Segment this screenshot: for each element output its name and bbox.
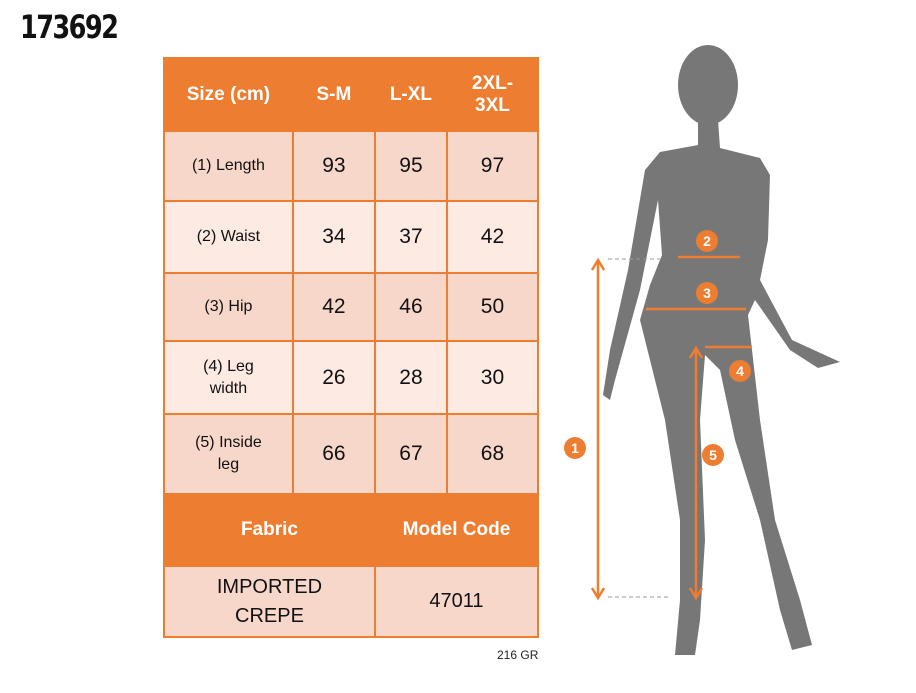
cell: 68 [445, 413, 540, 495]
product-code: 173692 [20, 8, 119, 46]
table-row: (3) Hip 42 46 50 [163, 272, 540, 342]
row-label: (3) Hip [163, 272, 294, 342]
cell: 37 [373, 200, 448, 274]
cell: 46 [373, 272, 448, 342]
cell: 34 [291, 200, 376, 274]
fabric-header: Fabric [163, 493, 376, 567]
table-row: (1) Length 93 95 97 [163, 130, 540, 202]
header-2xl-3xl: 2XL-3XL [445, 57, 540, 132]
size-chart-table: Size (cm) S-M L-XL 2XL-3XL (1) Length 93… [163, 57, 540, 638]
cell: 67 [373, 413, 448, 495]
weight-label: 216 GR [497, 648, 539, 662]
svg-text:2: 2 [703, 233, 711, 249]
table-row: (2) Waist 34 37 42 [163, 200, 540, 274]
arrow-head [688, 587, 704, 601]
table-row: (5) Inside leg 66 67 68 [163, 413, 540, 495]
arrow-head [590, 257, 606, 271]
svg-text:4: 4 [736, 363, 744, 379]
row-label: (5) Inside leg [163, 413, 294, 495]
cell: 28 [373, 340, 448, 415]
cell: 42 [291, 272, 376, 342]
cell: 97 [445, 130, 540, 202]
model-code-value: 47011 [373, 565, 540, 638]
model-code-header: Model Code [373, 493, 540, 567]
row-label: (2) Waist [163, 200, 294, 274]
cell: 26 [291, 340, 376, 415]
cell: 93 [291, 130, 376, 202]
marker-4: 4 [729, 360, 751, 382]
marker-5: 5 [702, 444, 724, 466]
fabric-header-row: Fabric Model Code [163, 493, 540, 567]
fabric-value: IMPORTED CREPE [163, 565, 376, 638]
row-label: (1) Length [163, 130, 294, 202]
svg-text:3: 3 [703, 285, 711, 301]
svg-text:5: 5 [709, 447, 717, 463]
fabric-row: IMPORTED CREPE 47011 [163, 565, 540, 638]
table-row: (4) Leg width 26 28 30 [163, 340, 540, 415]
marker-1: 1 [564, 437, 586, 459]
cell: 42 [445, 200, 540, 274]
arrow-head [590, 587, 606, 601]
svg-text:1: 1 [571, 440, 579, 456]
cell: 30 [445, 340, 540, 415]
cell: 95 [373, 130, 448, 202]
header-s-m: S-M [291, 57, 376, 132]
row-label: (4) Leg width [163, 340, 294, 415]
cell: 66 [291, 413, 376, 495]
header-l-xl: L-XL [373, 57, 448, 132]
marker-3: 3 [696, 282, 718, 304]
header-row: Size (cm) S-M L-XL 2XL-3XL [163, 57, 540, 132]
cell: 50 [445, 272, 540, 342]
marker-2: 2 [696, 230, 718, 252]
header-size: Size (cm) [163, 57, 294, 132]
silhouette-figure [603, 45, 840, 655]
arrow-head [688, 345, 704, 359]
